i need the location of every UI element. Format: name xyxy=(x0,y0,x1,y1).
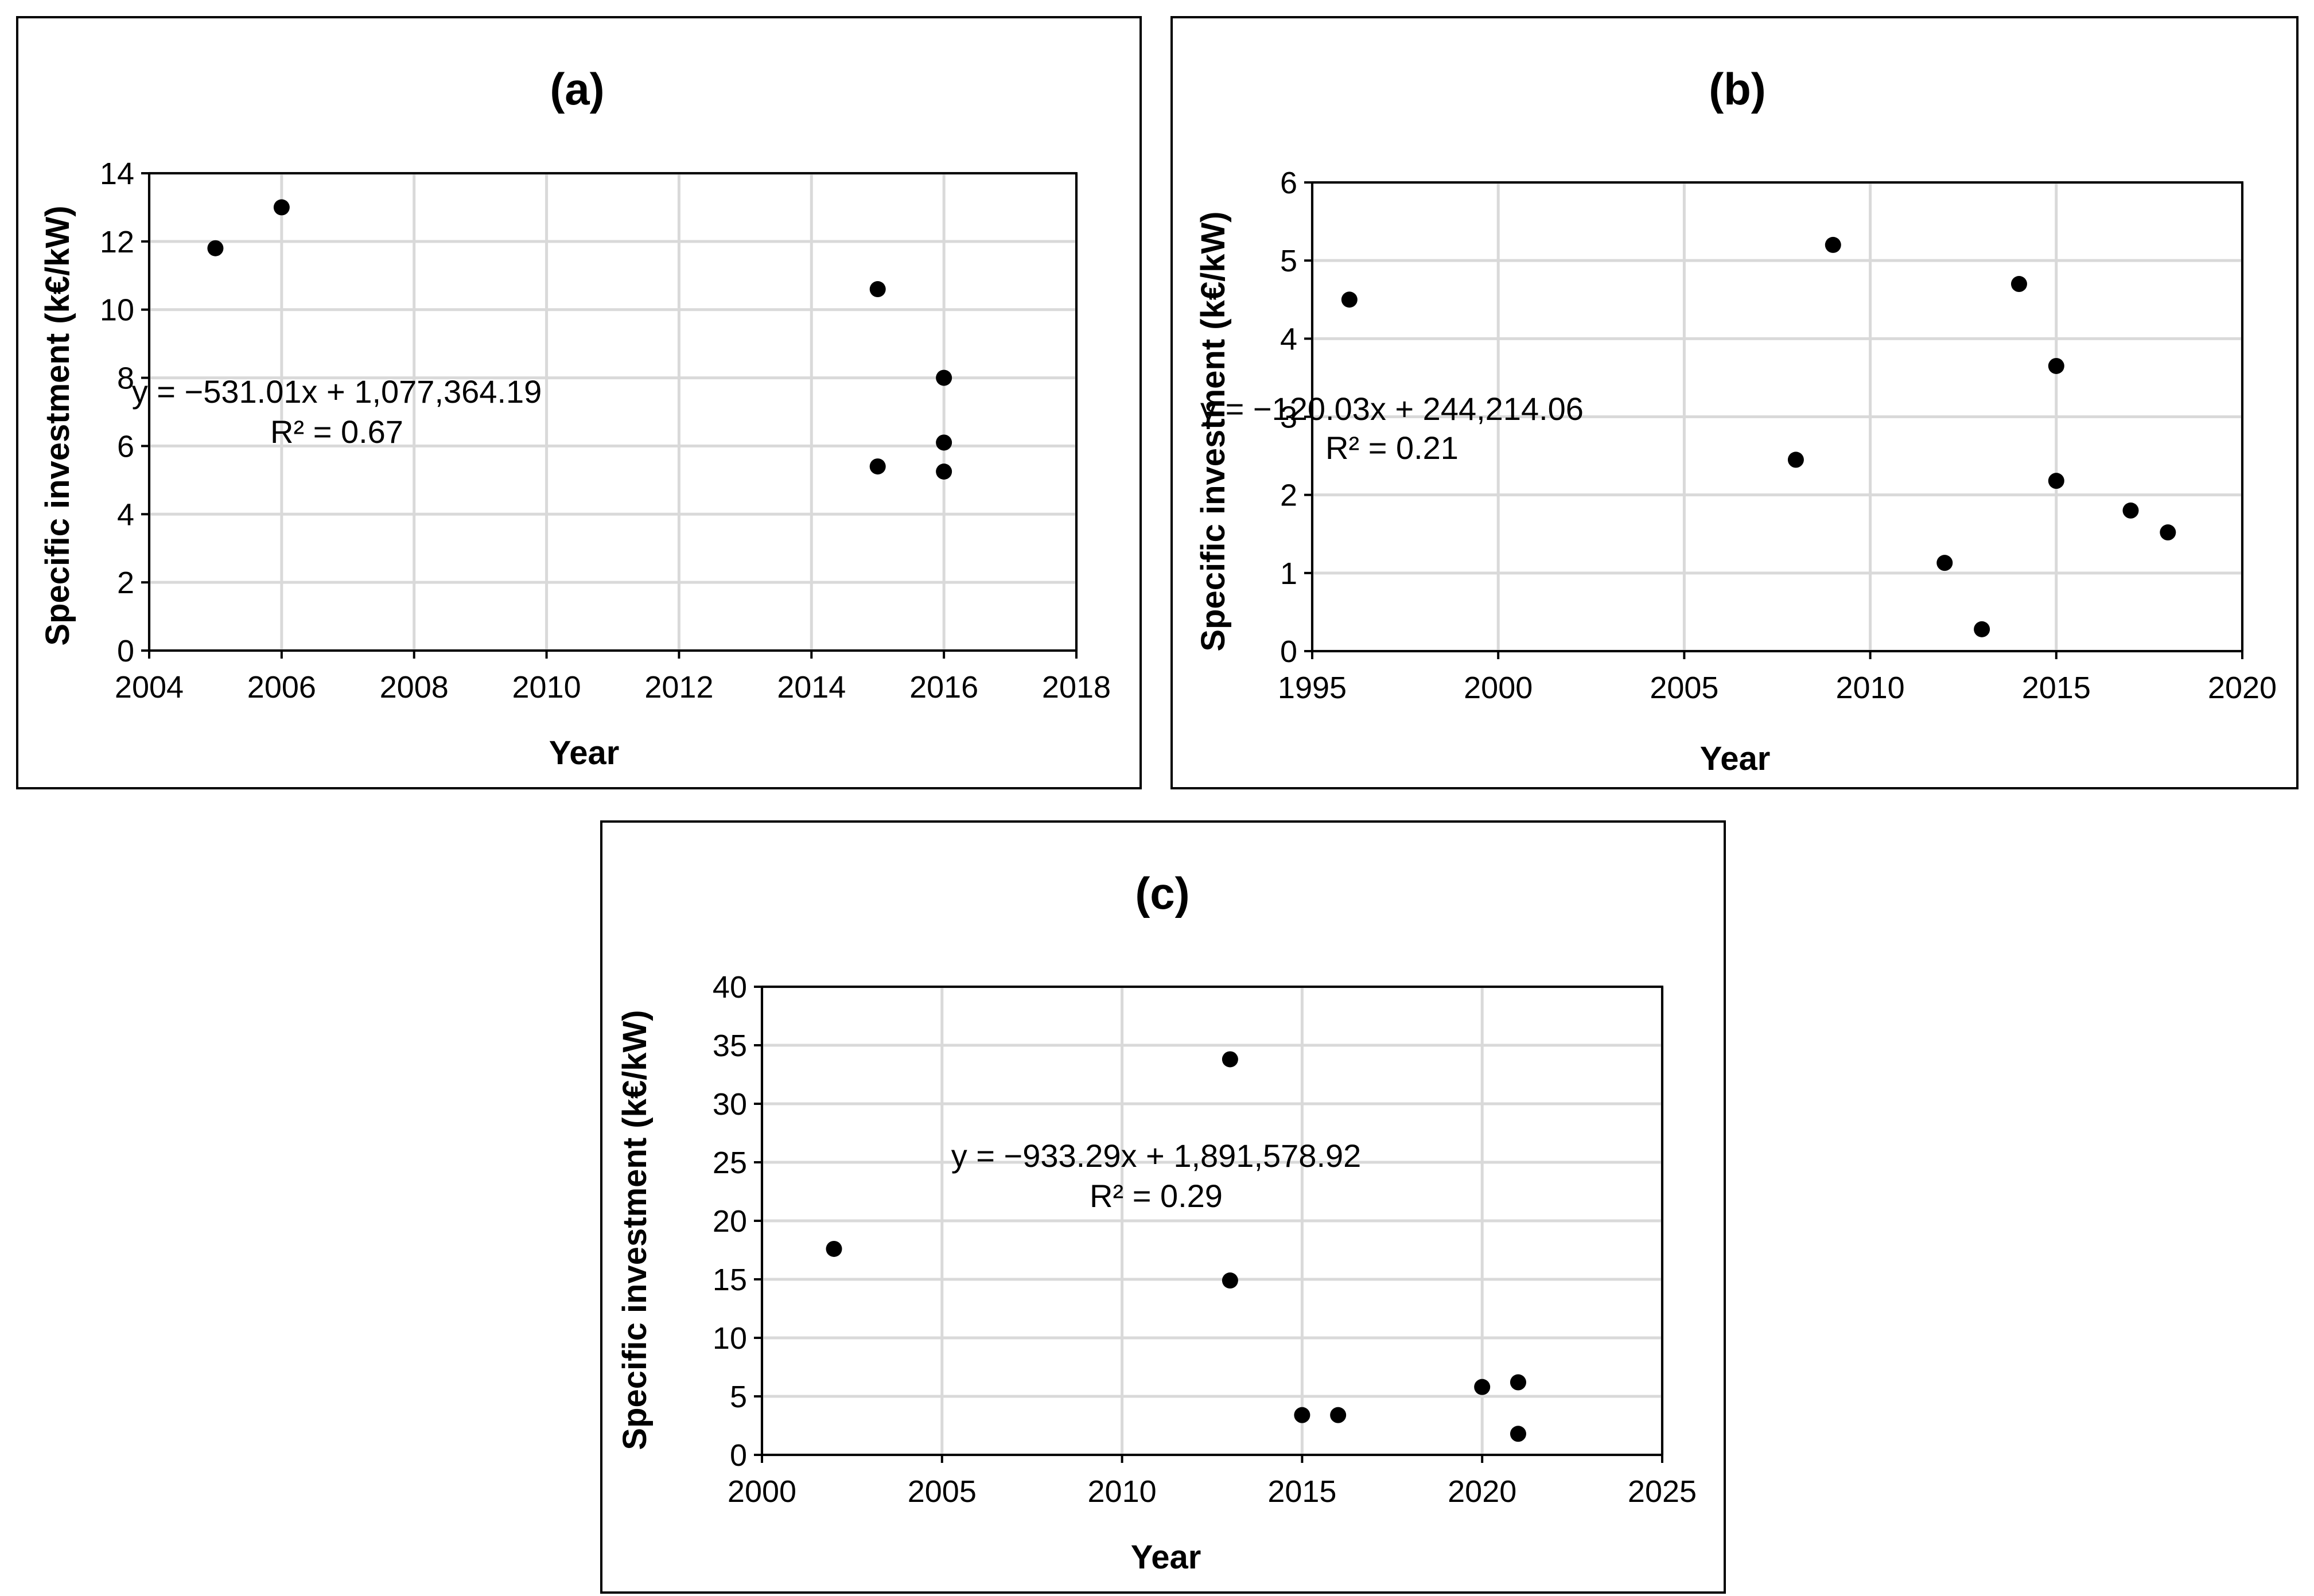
chart-panel-a: 2004 2006 2008 2010 2012 2014 2016 2018 0 2 4 6 8 10 1… xyxy=(16,16,1142,789)
data-point xyxy=(2048,473,2064,489)
y-tick-label: 0 xyxy=(1280,634,1297,669)
y-tick-label: 0 xyxy=(117,634,134,668)
x-tick-label: 2000 xyxy=(1464,671,1533,705)
r-squared-label: R² = 0.21 xyxy=(1325,430,1459,466)
data-point xyxy=(2048,357,2064,374)
x-tick-label: 2020 xyxy=(1448,1474,1516,1509)
y-axis-title: Specific investment (k€/kW) xyxy=(39,205,76,645)
x-tick-label: 2018 xyxy=(1042,670,1111,704)
x-tick-label: 2020 xyxy=(2208,671,2277,705)
x-tick-label: 2005 xyxy=(908,1474,977,1509)
y-tick-label: 6 xyxy=(117,429,134,464)
data-point xyxy=(936,434,952,451)
plot-frame xyxy=(148,172,1078,652)
data-point xyxy=(207,240,224,256)
y-tick-label: 4 xyxy=(117,497,134,532)
data-point xyxy=(936,464,952,480)
x-axis-title: Year xyxy=(549,734,620,772)
y-tick-label: 8 xyxy=(117,361,134,396)
x-tick-label: 2025 xyxy=(1628,1474,1697,1509)
y-tick-label: 0 xyxy=(730,1438,747,1473)
y-tick-label: 35 xyxy=(713,1029,747,1063)
x-tick-label: 2008 xyxy=(380,670,449,704)
x-tick-label: 2010 xyxy=(1088,1474,1157,1509)
y-tick-label: 5 xyxy=(730,1380,747,1414)
data-point xyxy=(2160,524,2176,541)
plot-frame xyxy=(761,986,1663,1456)
data-point xyxy=(936,369,952,386)
data-point xyxy=(869,281,886,298)
data-point xyxy=(1974,621,1990,637)
data-point xyxy=(869,458,886,475)
chart-b-svg: 1995 2000 2005 2010 2015 2020 0 1 2 3 4 5 6 (b) y = … xyxy=(1195,64,2277,777)
x-tick-label: 2015 xyxy=(1267,1474,1336,1509)
data-point xyxy=(1341,291,1358,308)
data-point xyxy=(1936,555,1953,571)
chart-title: (c) xyxy=(1135,868,1189,918)
r-squared-label: R² = 0.67 xyxy=(270,414,403,450)
y-tick-label: 2 xyxy=(117,566,134,600)
x-axis-title: Year xyxy=(1700,740,1771,777)
y-tick-label: 20 xyxy=(713,1204,747,1239)
chart-a-svg: 2004 2006 2008 2010 2012 2014 2016 2018 0 2 4 6 8 10 1… xyxy=(39,64,1111,772)
data-point xyxy=(273,199,290,216)
data-point xyxy=(1330,1407,1347,1423)
trend-equation: y = −933.29x + 1,891,578.92 xyxy=(951,1138,1362,1174)
plot-frame xyxy=(1311,181,2243,652)
y-tick-label: 14 xyxy=(100,157,134,191)
data-point xyxy=(1294,1407,1310,1423)
x-tick-label: 2016 xyxy=(909,670,978,704)
x-tick-label: 2012 xyxy=(644,670,713,704)
x-tick-label: 1995 xyxy=(1278,671,1347,705)
data-point xyxy=(1510,1426,1526,1442)
y-tick-label: 3 xyxy=(1280,400,1297,435)
data-point xyxy=(2122,502,2139,519)
x-tick-label: 2015 xyxy=(2022,671,2091,705)
y-tick-label: 15 xyxy=(713,1263,747,1297)
y-tick-label: 40 xyxy=(713,970,747,1005)
data-point xyxy=(826,1240,842,1257)
chart-c-svg: 2000 2005 2010 2015 2020 20250510152025303540… xyxy=(616,868,1697,1576)
y-tick-label: 5 xyxy=(1280,244,1297,278)
x-tick-label: 2014 xyxy=(777,670,846,704)
y-tick-label: 30 xyxy=(713,1087,747,1122)
y-axis-title: Specific investment (k€/kW) xyxy=(1195,211,1232,651)
x-tick-label: 2005 xyxy=(1650,671,1718,705)
x-tick-label: 2010 xyxy=(512,670,581,704)
chart-title: (b) xyxy=(1709,64,1766,114)
x-tick-label: 2000 xyxy=(728,1474,796,1509)
trend-equation: y = −120.03x + 244,214.06 xyxy=(1200,391,1584,427)
y-tick-label: 10 xyxy=(713,1321,747,1356)
chart-title: (a) xyxy=(550,64,604,114)
y-tick-label: 12 xyxy=(100,225,134,259)
y-tick-label: 4 xyxy=(1280,322,1297,356)
y-axis-title: Specific investment (k€/kW) xyxy=(616,1010,654,1450)
trend-equation: y = −531.01x + 1,077,364.19 xyxy=(132,373,542,410)
data-point xyxy=(1222,1272,1238,1289)
y-tick-label: 2 xyxy=(1280,478,1297,513)
y-tick-label: 1 xyxy=(1280,556,1297,591)
x-tick-label: 2010 xyxy=(1836,671,1905,705)
y-tick-label: 25 xyxy=(713,1146,747,1180)
chart-panel-c: 2000 2005 2010 2015 2020 2025 0 5 10 15 20 25 30 35 40… xyxy=(600,820,1726,1594)
data-point xyxy=(2010,276,2027,293)
data-point xyxy=(1787,451,1804,468)
y-tick-label: 6 xyxy=(1280,166,1297,200)
chart-panel-b: 1995 2000 2005 2010 2015 2020 0 1 2 3 4 5 6 (b) y = … xyxy=(1170,16,2299,789)
x-tick-label: 2004 xyxy=(115,670,184,704)
data-point xyxy=(1222,1051,1238,1068)
x-tick-label: 2006 xyxy=(247,670,316,704)
r-squared-label: R² = 0.29 xyxy=(1090,1178,1223,1214)
data-point xyxy=(1825,236,1841,253)
data-point xyxy=(1510,1374,1526,1391)
y-tick-label: 10 xyxy=(100,293,134,328)
data-point xyxy=(1474,1379,1491,1395)
x-axis-title: Year xyxy=(1131,1539,1201,1576)
